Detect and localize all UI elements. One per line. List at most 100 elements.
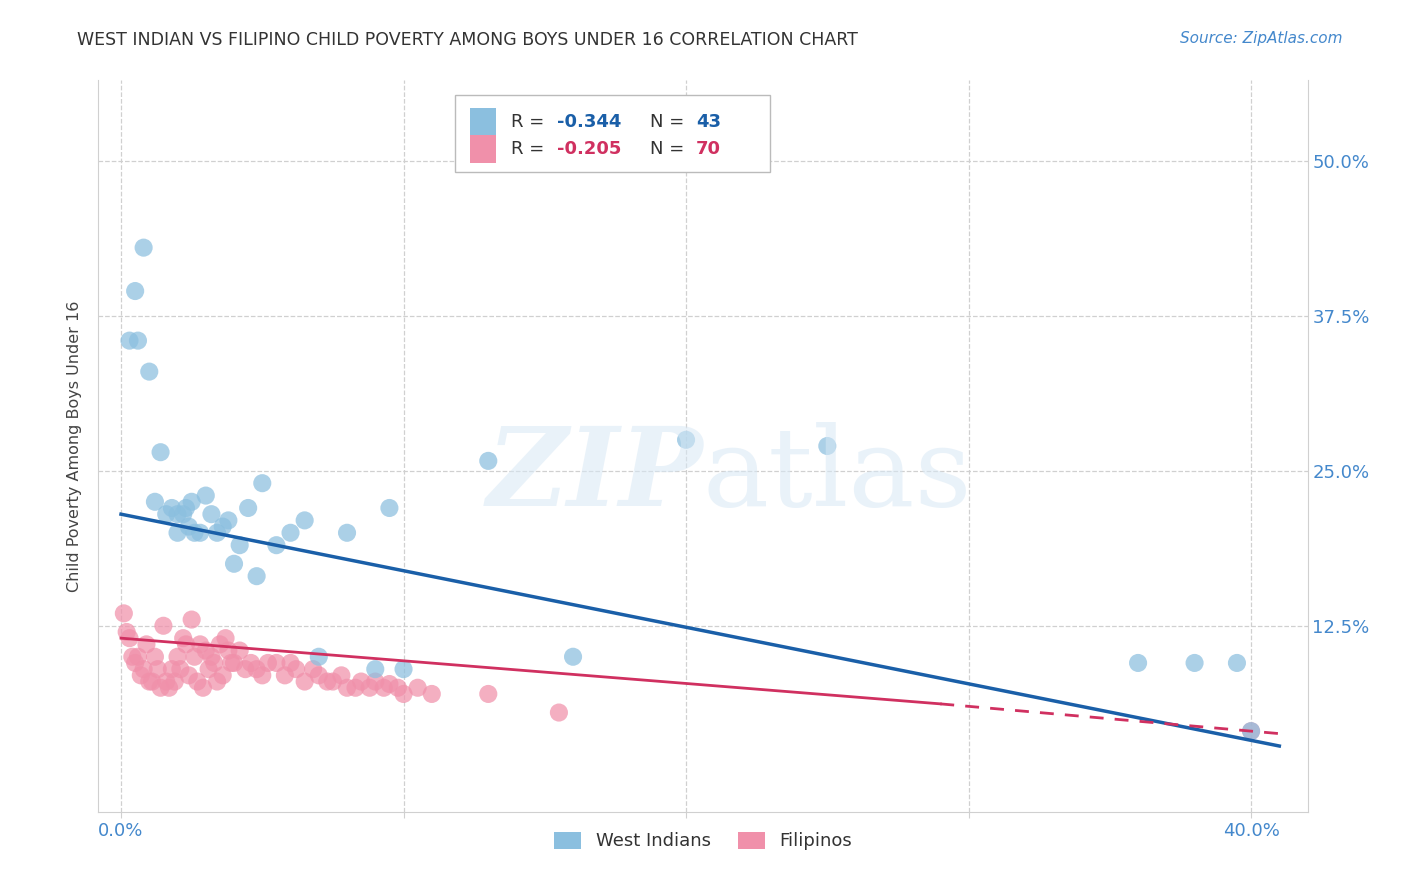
Point [166,507,188,521]
FancyBboxPatch shape [470,135,496,163]
Text: R =: R = [510,113,550,131]
Text: -0.344: -0.344 [557,113,621,131]
Point [562,649,585,664]
Point [197,662,219,676]
Point [217,643,239,657]
Point [160,500,183,515]
Point [364,674,387,689]
Point [194,643,217,657]
Text: Source: ZipAtlas.com: Source: ZipAtlas.com [1180,31,1343,46]
Point [228,643,250,657]
Point [392,687,415,701]
Point [160,662,183,676]
Point [364,662,387,676]
Point [246,569,269,583]
Point [188,637,211,651]
Point [205,525,228,540]
Point [477,687,499,701]
Point [308,649,330,664]
Point [149,681,172,695]
Point [191,681,214,695]
Text: N =: N = [650,140,690,158]
Point [219,656,242,670]
Point [177,668,200,682]
Point [280,525,302,540]
Point [257,656,280,670]
Point [359,681,381,695]
Point [141,674,163,689]
Point [420,687,443,701]
FancyBboxPatch shape [470,108,496,136]
Point [336,525,359,540]
Point [214,631,236,645]
Point [138,365,160,379]
Point [132,662,155,676]
Point [121,649,143,664]
FancyBboxPatch shape [456,95,769,171]
Text: ZIP: ZIP [486,422,703,529]
Point [169,662,191,676]
Point [177,519,200,533]
Point [1240,724,1263,739]
Point [127,334,149,348]
Point [387,681,409,695]
Point [266,656,288,670]
Point [274,668,297,682]
Point [217,513,239,527]
Y-axis label: Child Poverty Among Boys Under 16: Child Poverty Among Boys Under 16 [67,301,83,591]
Point [152,619,174,633]
Point [322,674,344,689]
Point [124,284,146,298]
Point [373,681,395,695]
Point [280,656,302,670]
Point [294,513,316,527]
Point [211,519,233,533]
Point [180,613,202,627]
Point [406,681,429,695]
Point [174,637,197,651]
Point [208,637,231,651]
Text: 43: 43 [696,113,721,131]
Point [157,681,180,695]
Point [138,674,160,689]
Point [143,649,166,664]
Point [166,649,188,664]
Point [211,668,233,682]
Point [675,433,697,447]
Point [166,525,188,540]
Point [236,500,259,515]
Point [378,677,401,691]
Point [200,649,222,664]
Point [118,631,141,645]
Point [294,674,316,689]
Point [115,624,138,639]
Point [266,538,288,552]
Point [143,495,166,509]
Point [815,439,838,453]
Point [548,706,571,720]
Point [350,674,373,689]
Point [316,674,339,689]
Point [124,656,146,670]
Point [132,241,155,255]
Point [252,668,274,682]
Text: atlas: atlas [703,422,973,529]
Point [344,681,367,695]
Point [285,662,308,676]
Point [1126,656,1149,670]
Point [222,557,245,571]
Point [172,631,194,645]
Point [146,662,169,676]
Point [118,334,141,348]
Point [155,507,177,521]
Text: WEST INDIAN VS FILIPINO CHILD POVERTY AMONG BOYS UNDER 16 CORRELATION CHART: WEST INDIAN VS FILIPINO CHILD POVERTY AM… [77,31,858,49]
Point [477,454,499,468]
Point [155,674,177,689]
Legend: West Indians, Filipinos: West Indians, Filipinos [547,824,859,857]
Point [186,674,208,689]
Point [392,662,415,676]
Point [1184,656,1206,670]
Point [127,649,149,664]
Text: 70: 70 [696,140,721,158]
Point [228,538,250,552]
